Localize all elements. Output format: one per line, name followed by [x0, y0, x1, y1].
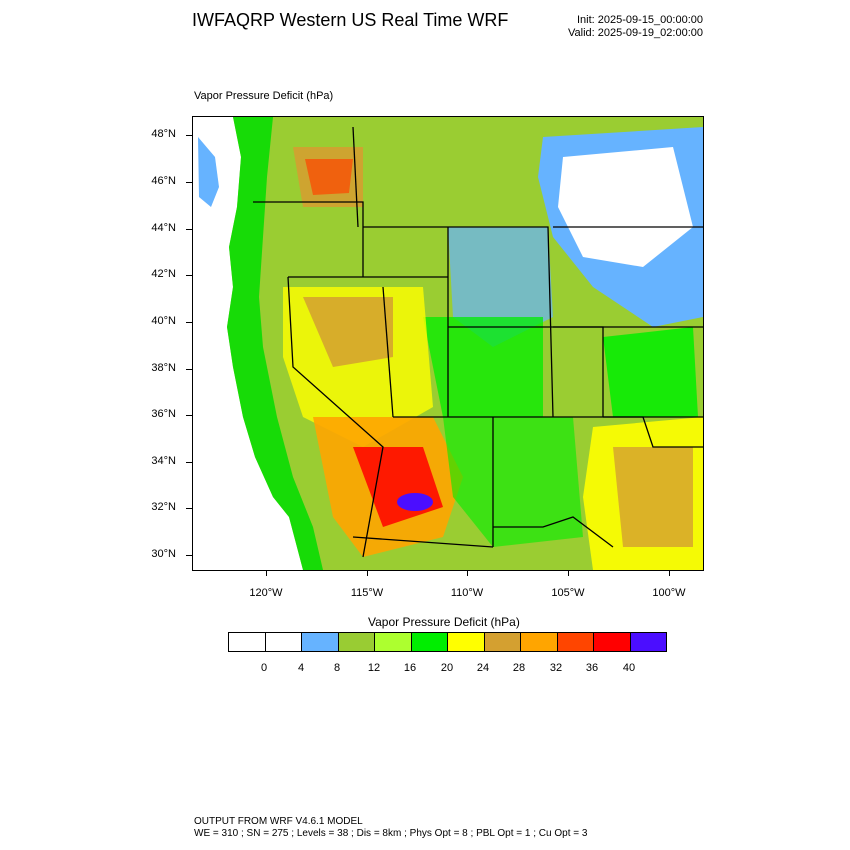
lon-label-105w: 105°W [551, 587, 585, 599]
lon-label-100w: 100°W [652, 587, 686, 599]
colorbar-swatch [484, 633, 521, 651]
lon-tick [467, 570, 468, 576]
lat-tick [186, 322, 192, 323]
lon-tick [367, 570, 368, 576]
colorbar-swatch [594, 633, 631, 651]
model-info-line1: OUTPUT FROM WRF V4.6.1 MODEL [194, 816, 363, 827]
colorbar-swatch [338, 633, 375, 651]
lat-label-38: 38°N [151, 362, 176, 374]
colorbar-swatch [375, 633, 412, 651]
lat-tick [186, 135, 192, 136]
lat-tick [186, 182, 192, 183]
colorbar-label: 16 [403, 662, 417, 674]
ocean-area [193, 117, 303, 570]
max-vpd-area [397, 493, 433, 511]
colorbar-label: 32 [549, 662, 563, 674]
lat-label-48: 48°N [151, 128, 176, 140]
init-time: Init: 2025-09-15_00:00:00 [577, 14, 703, 26]
map-panel [192, 116, 704, 571]
colorbar-swatch [229, 633, 266, 651]
lon-tick [568, 570, 569, 576]
kansas-green [603, 327, 698, 417]
colorbar-swatch [557, 633, 594, 651]
colorbar-swatch [521, 633, 558, 651]
colorbar-label: 12 [367, 662, 381, 674]
model-info-line2: WE = 310 ; SN = 275 ; Levels = 38 ; Dis … [194, 828, 588, 839]
lat-label-34: 34°N [151, 455, 176, 467]
lat-label-40: 40°N [151, 315, 176, 327]
main-title: IWFAQRP Western US Real Time WRF [192, 10, 509, 30]
colorado-green [423, 317, 543, 417]
lon-label-110w: 110°W [450, 587, 484, 599]
lat-label-36: 36°N [151, 408, 176, 420]
lat-label-30: 30°N [151, 548, 176, 560]
lon-tick [266, 570, 267, 576]
lat-tick [186, 275, 192, 276]
colorbar-title: Vapor Pressure Deficit (hPa) [368, 615, 520, 629]
lat-label-42: 42°N [151, 268, 176, 280]
colorbar-swatch [411, 633, 448, 651]
lat-tick [186, 508, 192, 509]
colorbar-label: 0 [260, 662, 268, 674]
colorbar-label: 36 [585, 662, 599, 674]
colorbar [228, 632, 667, 652]
valid-time: Valid: 2025-09-19_02:00:00 [568, 27, 703, 39]
lat-tick [186, 555, 192, 556]
basin-tan [303, 297, 393, 367]
colorbar-label: 28 [512, 662, 526, 674]
lat-tick [186, 369, 192, 370]
colorbar-label: 40 [622, 662, 636, 674]
oregon-hot [305, 159, 353, 195]
lat-label-46: 46°N [151, 175, 176, 187]
plot-subtitle: Vapor Pressure Deficit (hPa) [194, 90, 334, 102]
lon-label-115w: 115°W [350, 587, 384, 599]
offshore-blue [198, 137, 219, 207]
vpd-map [193, 117, 703, 570]
plains-white [558, 147, 693, 267]
colorbar-label: 4 [297, 662, 305, 674]
lat-tick [186, 229, 192, 230]
colorbar-label: 24 [476, 662, 490, 674]
lat-label-44: 44°N [151, 222, 176, 234]
colorbar-swatch [302, 633, 339, 651]
lat-tick [186, 415, 192, 416]
lon-label-120w: 120°W [249, 587, 283, 599]
texas-tan [613, 447, 693, 547]
state-borders [253, 126, 703, 558]
colorbar-label: 20 [440, 662, 454, 674]
colorbar-swatch [630, 633, 666, 651]
lat-label-32: 32°N [151, 501, 176, 513]
nm-green [443, 417, 583, 547]
colorbar-label: 8 [333, 662, 341, 674]
colorbar-swatch [265, 633, 302, 651]
lon-tick [669, 570, 670, 576]
lat-tick [186, 462, 192, 463]
colorbar-swatch [448, 633, 485, 651]
coastal-green [227, 117, 323, 570]
